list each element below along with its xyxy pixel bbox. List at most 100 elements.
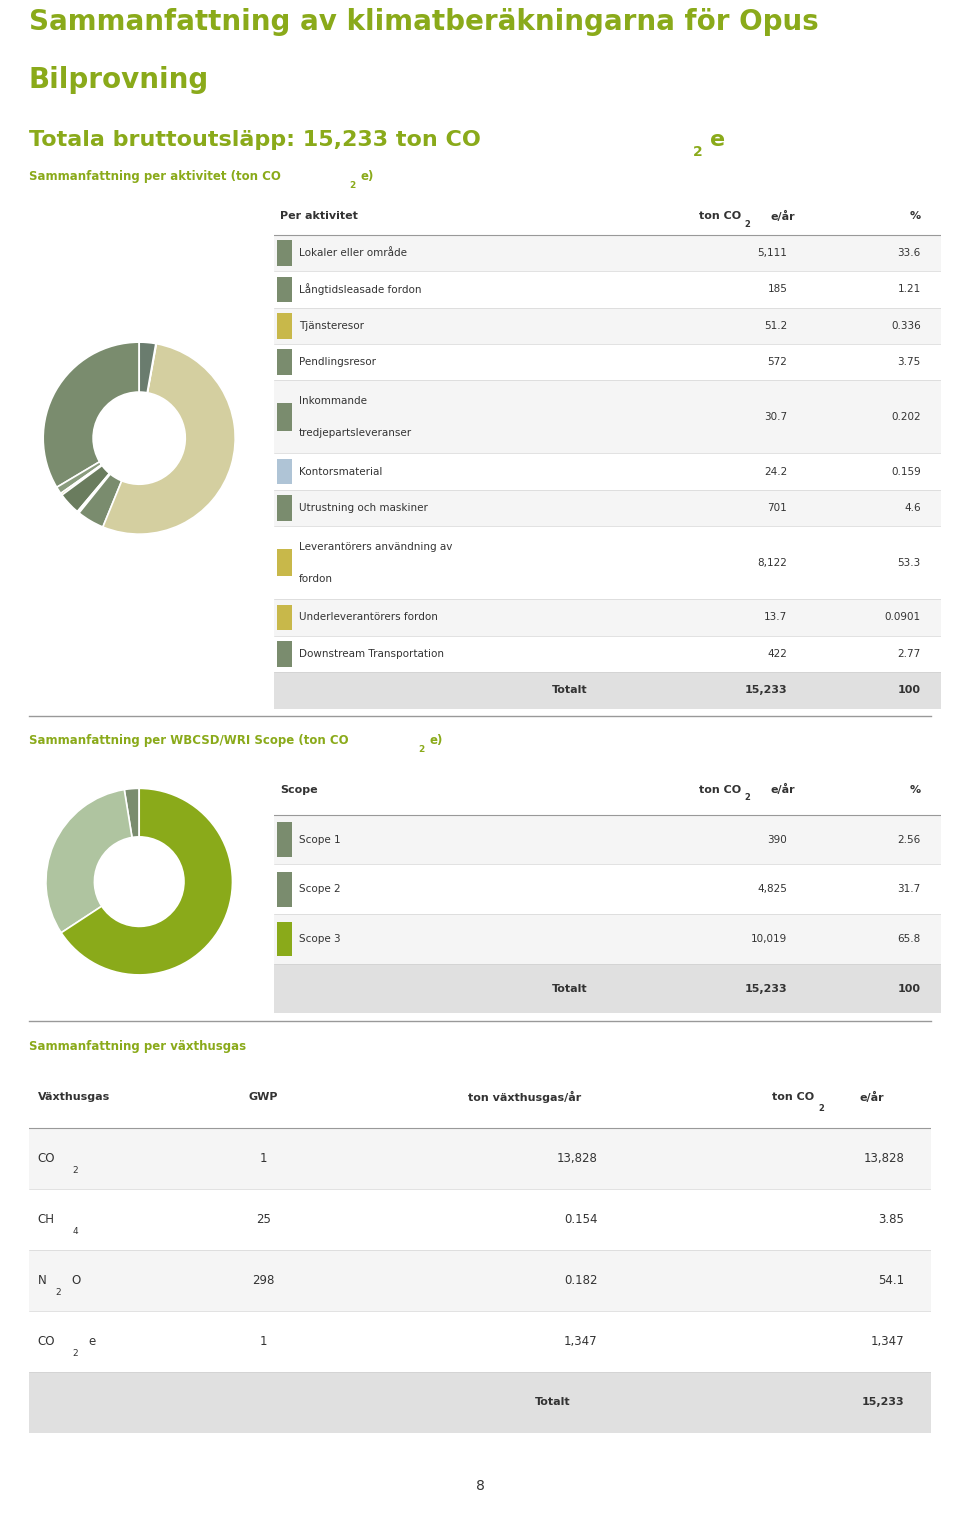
- Text: 51.2: 51.2: [764, 320, 787, 331]
- Text: 15,233: 15,233: [861, 1398, 904, 1407]
- Text: 2: 2: [818, 1103, 825, 1113]
- Text: Sammanfattning per WBCSD/WRI Scope (ton CO: Sammanfattning per WBCSD/WRI Scope (ton …: [29, 735, 348, 747]
- Bar: [276, 404, 292, 431]
- Text: N: N: [37, 1274, 47, 1286]
- Bar: [274, 271, 941, 308]
- Text: 10,019: 10,019: [751, 934, 787, 943]
- Text: Kontorsmaterial: Kontorsmaterial: [299, 466, 382, 477]
- Wedge shape: [46, 789, 132, 933]
- Bar: [276, 922, 292, 957]
- Bar: [274, 453, 941, 489]
- Wedge shape: [61, 465, 109, 512]
- Text: 13,828: 13,828: [557, 1152, 597, 1164]
- Text: 2.77: 2.77: [898, 649, 921, 658]
- Text: 572: 572: [767, 357, 787, 367]
- Text: 15,233: 15,233: [745, 686, 787, 695]
- Bar: [274, 815, 941, 864]
- Text: e: e: [88, 1335, 96, 1347]
- Text: Sammanfattning per aktivitet (ton CO: Sammanfattning per aktivitet (ton CO: [29, 171, 280, 183]
- Text: 30.7: 30.7: [764, 411, 787, 422]
- Text: 13.7: 13.7: [764, 613, 787, 622]
- Wedge shape: [79, 474, 110, 514]
- Text: Totalt: Totalt: [552, 686, 588, 695]
- Text: Växthusgas: Växthusgas: [37, 1093, 110, 1102]
- Text: 1: 1: [259, 1335, 267, 1347]
- Text: Pendlingsresor: Pendlingsresor: [299, 357, 376, 367]
- Text: 1,347: 1,347: [871, 1335, 904, 1347]
- Text: tredjepartsleveranser: tredjepartsleveranser: [299, 428, 412, 437]
- Text: Totala bruttoutsläpp: 15,233 ton CO: Totala bruttoutsläpp: 15,233 ton CO: [29, 130, 481, 149]
- Wedge shape: [43, 343, 139, 488]
- Text: Bilprovning: Bilprovning: [29, 66, 209, 93]
- Bar: [276, 241, 292, 265]
- Text: ton CO: ton CO: [699, 212, 741, 221]
- Text: %: %: [910, 212, 921, 221]
- Bar: [276, 642, 292, 666]
- Wedge shape: [57, 462, 102, 494]
- Text: 0.182: 0.182: [564, 1274, 597, 1286]
- Text: Lokaler eller område: Lokaler eller område: [299, 248, 407, 258]
- Bar: [29, 1311, 931, 1372]
- Text: 2: 2: [349, 181, 355, 189]
- Text: e): e): [361, 171, 374, 183]
- Text: 13,828: 13,828: [863, 1152, 904, 1164]
- Bar: [276, 312, 292, 338]
- Text: 4,825: 4,825: [757, 884, 787, 895]
- Text: 701: 701: [768, 503, 787, 514]
- Text: 2: 2: [419, 745, 425, 753]
- Bar: [274, 599, 941, 636]
- Bar: [274, 308, 941, 344]
- Text: 100: 100: [898, 686, 921, 695]
- Wedge shape: [147, 343, 156, 393]
- Text: 8: 8: [475, 1478, 485, 1494]
- Text: 422: 422: [767, 649, 787, 658]
- Text: O: O: [71, 1274, 81, 1286]
- Bar: [276, 349, 292, 375]
- Text: 185: 185: [767, 285, 787, 294]
- Bar: [274, 344, 941, 381]
- Text: CH: CH: [37, 1213, 55, 1225]
- Bar: [29, 1372, 931, 1433]
- Text: 65.8: 65.8: [898, 934, 921, 943]
- Wedge shape: [61, 788, 232, 975]
- Text: 0.336: 0.336: [891, 320, 921, 331]
- Bar: [274, 489, 941, 526]
- Text: 390: 390: [768, 835, 787, 844]
- Text: Leverantörers användning av: Leverantörers användning av: [299, 541, 452, 552]
- Wedge shape: [103, 344, 235, 533]
- Text: 25: 25: [256, 1213, 271, 1225]
- Text: 8,122: 8,122: [757, 558, 787, 568]
- Text: Per aktivitet: Per aktivitet: [280, 212, 358, 221]
- Text: 1,347: 1,347: [564, 1335, 597, 1347]
- Text: Scope: Scope: [280, 785, 318, 796]
- Text: 54.1: 54.1: [878, 1274, 904, 1286]
- Bar: [276, 605, 292, 631]
- Bar: [274, 963, 941, 1013]
- Text: 2: 2: [693, 145, 703, 158]
- Text: Tjänsteresor: Tjänsteresor: [299, 320, 364, 331]
- Text: Sammanfattning av klimatberäkningarna för Opus: Sammanfattning av klimatberäkningarna fö…: [29, 8, 819, 35]
- Bar: [274, 636, 941, 672]
- Bar: [276, 549, 292, 576]
- Text: 31.7: 31.7: [898, 884, 921, 895]
- Text: Sammanfattning per växthusgas: Sammanfattning per växthusgas: [29, 1041, 246, 1053]
- Text: 3.75: 3.75: [898, 357, 921, 367]
- Text: 0.154: 0.154: [564, 1213, 597, 1225]
- Wedge shape: [139, 343, 156, 393]
- Wedge shape: [60, 465, 102, 495]
- Text: 1.21: 1.21: [898, 285, 921, 294]
- Text: 2: 2: [72, 1166, 78, 1175]
- Bar: [276, 872, 292, 907]
- Text: GWP: GWP: [249, 1093, 278, 1102]
- Text: 24.2: 24.2: [764, 466, 787, 477]
- Bar: [29, 1128, 931, 1189]
- Text: Underleverantörers fordon: Underleverantörers fordon: [299, 613, 438, 622]
- Bar: [274, 864, 941, 914]
- Text: Utrustning och maskiner: Utrustning och maskiner: [299, 503, 428, 514]
- Text: Downstream Transportation: Downstream Transportation: [299, 649, 444, 658]
- Text: 2: 2: [744, 219, 750, 229]
- Bar: [29, 1250, 931, 1311]
- Bar: [276, 821, 292, 856]
- Text: e): e): [429, 735, 443, 747]
- Bar: [276, 276, 292, 302]
